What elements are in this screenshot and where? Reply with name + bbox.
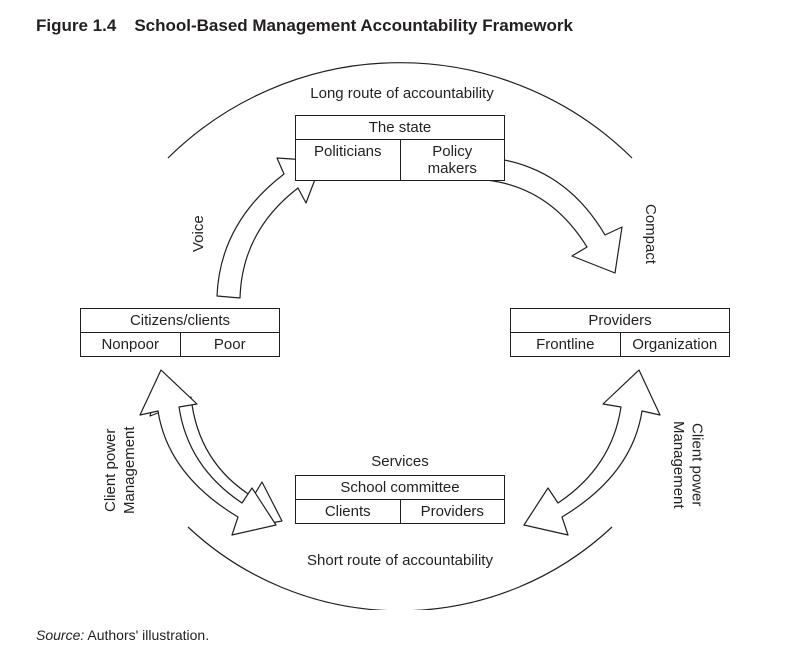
diagram: The state Politicians Policy makers Citi…	[60, 55, 740, 610]
node-committee-header: School committee	[296, 476, 504, 500]
node-state-right: Policy makers	[400, 140, 505, 180]
node-providers-right: Organization	[620, 333, 730, 356]
page: Figure 1.4 School-Based Management Accoun…	[0, 0, 800, 659]
voice-label: Voice	[190, 199, 209, 269]
node-state-header: The state	[296, 116, 504, 140]
node-state: The state Politicians Policy makers	[295, 115, 505, 181]
source-line: Source: Authors' illustration.	[36, 627, 209, 643]
client-power-left-label: Client power Management	[102, 405, 140, 535]
source-label: Source:	[36, 627, 84, 643]
services-label: Services	[350, 453, 450, 470]
client-power-left-1: Client power	[102, 428, 119, 511]
node-providers-header: Providers	[511, 309, 729, 333]
node-committee-right: Providers	[400, 500, 505, 523]
node-providers: Providers Frontline Organization	[510, 308, 730, 357]
arrow-client-power-right	[524, 370, 660, 535]
node-citizens-right: Poor	[180, 333, 280, 356]
figure-title-text: School-Based Management Accountability F…	[134, 16, 573, 35]
node-committee-left: Clients	[296, 500, 400, 523]
figure-title: Figure 1.4 School-Based Management Accoun…	[36, 16, 573, 36]
arrow-client-power-left	[140, 370, 282, 535]
source-text: Authors' illustration.	[87, 627, 209, 643]
node-citizens-left: Nonpoor	[81, 333, 180, 356]
node-state-left: Politicians	[296, 140, 400, 180]
client-power-left-2: Management	[121, 426, 138, 514]
compact-label: Compact	[640, 189, 659, 279]
node-providers-left: Frontline	[511, 333, 620, 356]
figure-number: Figure 1.4	[36, 16, 116, 35]
long-route-label: Long route of accountability	[292, 85, 512, 102]
client-power-right-1: Client power	[689, 423, 706, 506]
node-committee: School committee Clients Providers	[295, 475, 505, 524]
node-citizens-header: Citizens/clients	[81, 309, 279, 333]
client-power-right-2: Management	[670, 421, 687, 509]
client-power-right-label: Client power Management	[668, 400, 706, 530]
node-citizens: Citizens/clients Nonpoor Poor	[80, 308, 280, 357]
short-route-label: Short route of accountability	[285, 552, 515, 569]
arrow-compact	[486, 158, 622, 273]
